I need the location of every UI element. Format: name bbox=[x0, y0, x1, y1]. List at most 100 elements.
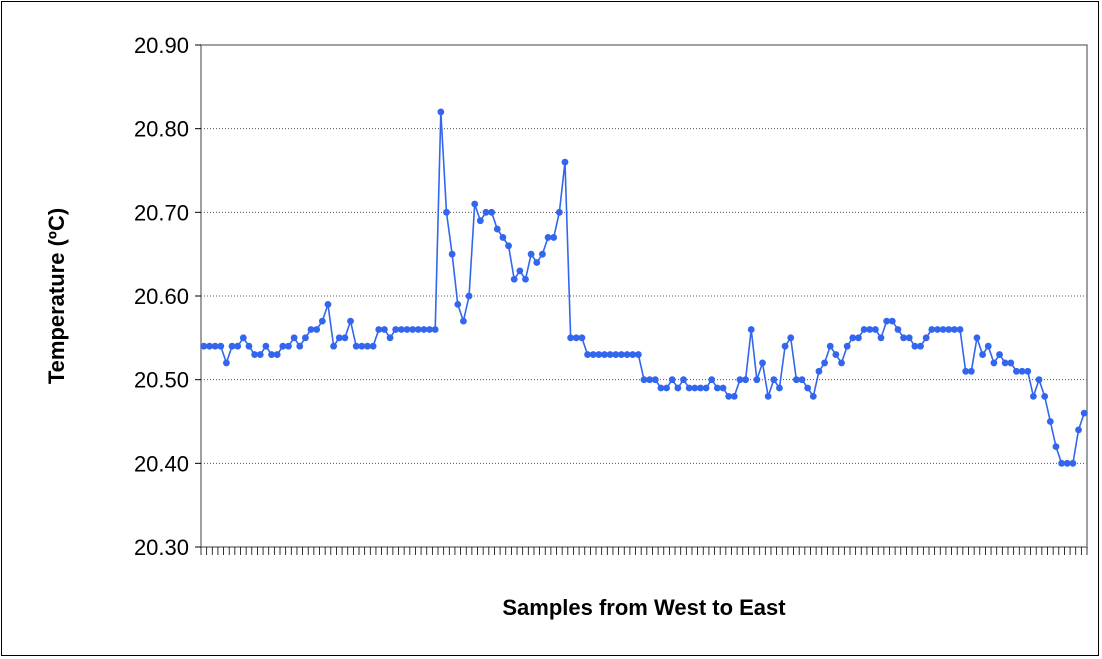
data-point bbox=[273, 351, 281, 358]
data-point bbox=[544, 234, 552, 241]
data-point bbox=[956, 326, 964, 333]
data-point bbox=[465, 292, 473, 300]
data-point bbox=[375, 326, 383, 333]
data-point bbox=[787, 334, 795, 342]
data-point bbox=[1007, 359, 1015, 367]
data-point bbox=[533, 259, 541, 266]
data-point bbox=[612, 351, 620, 358]
data-point bbox=[713, 384, 721, 392]
y-tick-label: 20.70 bbox=[134, 200, 189, 225]
data-point bbox=[482, 208, 490, 216]
data-point bbox=[561, 158, 569, 166]
data-point bbox=[877, 334, 885, 342]
data-point bbox=[629, 351, 637, 358]
data-point bbox=[663, 384, 670, 392]
data-point bbox=[742, 376, 749, 384]
data-point bbox=[821, 359, 828, 367]
data-point bbox=[1069, 459, 1077, 467]
data-point bbox=[222, 359, 230, 367]
data-point bbox=[505, 242, 512, 250]
y-tick-label: 20.60 bbox=[134, 284, 189, 309]
data-point bbox=[239, 334, 247, 342]
data-point bbox=[364, 342, 371, 350]
data-point bbox=[1041, 393, 1049, 400]
data-point bbox=[747, 326, 755, 333]
data-point bbox=[866, 326, 874, 333]
data-point bbox=[268, 351, 275, 358]
data-point bbox=[397, 326, 405, 333]
data-point bbox=[539, 250, 546, 258]
data-point bbox=[815, 367, 823, 375]
data-point bbox=[584, 351, 591, 358]
data-point bbox=[324, 300, 332, 308]
data-point bbox=[347, 317, 354, 325]
data-point bbox=[798, 376, 806, 384]
data-point bbox=[567, 334, 575, 342]
data-point bbox=[860, 326, 868, 333]
data-point bbox=[285, 342, 292, 350]
data-point bbox=[279, 342, 287, 350]
data-point bbox=[888, 317, 896, 325]
data-point bbox=[719, 384, 727, 392]
data-point bbox=[979, 351, 986, 358]
data-point bbox=[651, 376, 659, 384]
data-point bbox=[262, 342, 270, 350]
data-point bbox=[900, 334, 907, 342]
data-point bbox=[1052, 443, 1060, 450]
data-point bbox=[358, 342, 366, 350]
data-point bbox=[792, 376, 800, 384]
data-point bbox=[381, 326, 388, 333]
data-point bbox=[855, 334, 862, 342]
gridlines bbox=[201, 128, 1087, 464]
data-point bbox=[634, 351, 642, 358]
data-point bbox=[307, 326, 315, 333]
data-point bbox=[973, 334, 981, 342]
data-point bbox=[256, 351, 264, 358]
data-point bbox=[476, 217, 484, 225]
data-point bbox=[934, 326, 941, 333]
data-point bbox=[211, 342, 219, 350]
data-point bbox=[945, 326, 953, 333]
data-point bbox=[996, 351, 1003, 358]
data-point bbox=[335, 334, 343, 342]
data-point bbox=[426, 326, 433, 333]
data-point bbox=[522, 275, 529, 283]
data-point bbox=[200, 342, 208, 350]
y-tick-label: 20.90 bbox=[134, 33, 189, 58]
data-point bbox=[640, 376, 648, 384]
data-point bbox=[838, 359, 845, 367]
data-point bbox=[454, 300, 462, 308]
data-point bbox=[550, 234, 558, 241]
data-point bbox=[894, 326, 902, 333]
data-point bbox=[589, 351, 597, 358]
data-point bbox=[290, 334, 298, 342]
data-point bbox=[967, 367, 975, 375]
data-point bbox=[905, 334, 913, 342]
data-point bbox=[217, 342, 225, 350]
y-tick-label: 20.30 bbox=[134, 535, 189, 560]
y-tick-label: 20.80 bbox=[134, 117, 189, 142]
y-axis-title: Temperature (ºC) bbox=[44, 208, 69, 384]
data-point bbox=[1018, 367, 1026, 375]
x-axis-title: Samples from West to East bbox=[502, 595, 786, 620]
data-point bbox=[804, 384, 812, 392]
data-point bbox=[595, 351, 603, 358]
data-point bbox=[657, 384, 665, 392]
series-temperature bbox=[200, 108, 1088, 467]
data-point bbox=[488, 208, 496, 216]
data-point bbox=[1080, 409, 1088, 417]
data-point bbox=[984, 342, 992, 350]
data-point bbox=[352, 342, 360, 350]
data-point bbox=[911, 342, 919, 350]
data-point bbox=[578, 334, 586, 342]
data-point bbox=[392, 326, 400, 333]
data-point bbox=[843, 342, 851, 350]
y-tick-label: 20.50 bbox=[134, 368, 189, 393]
data-point bbox=[990, 359, 998, 367]
data-point bbox=[386, 334, 394, 342]
data-point bbox=[330, 342, 338, 350]
data-point bbox=[555, 208, 563, 216]
data-point bbox=[516, 267, 524, 275]
data-point bbox=[1035, 376, 1043, 384]
